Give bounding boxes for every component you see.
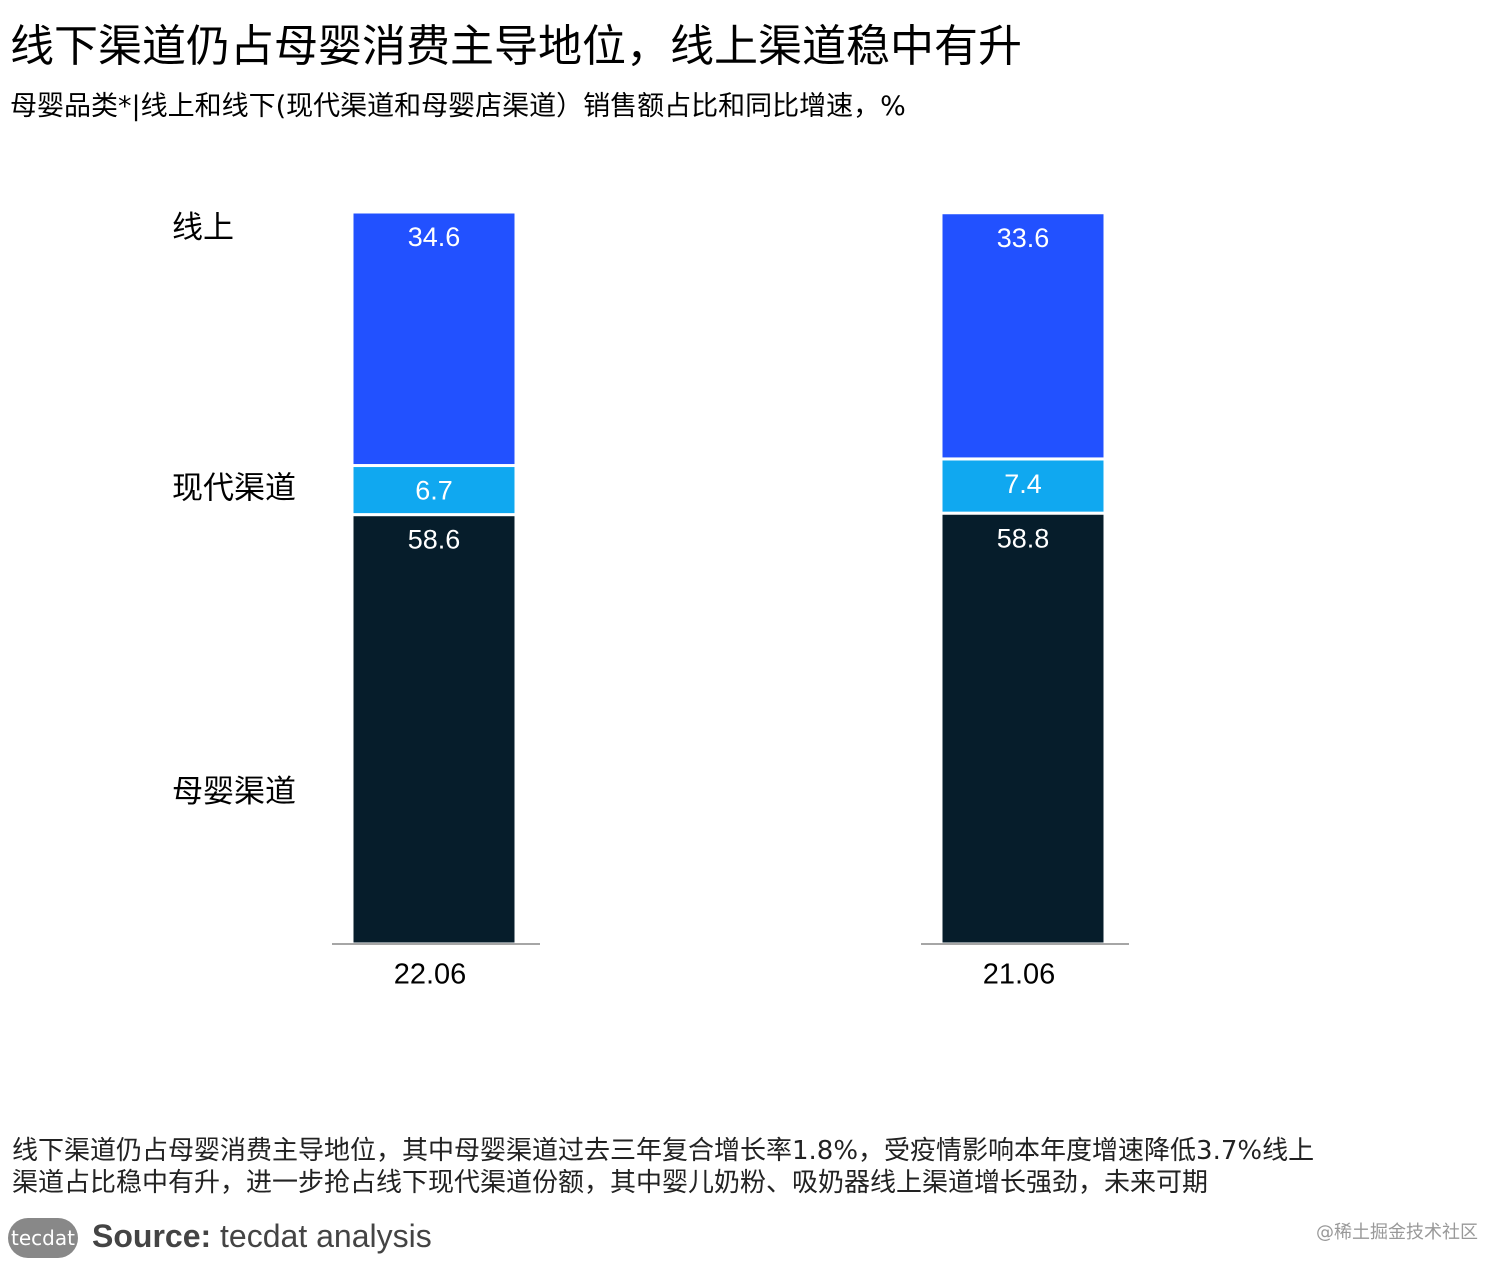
watermark: @稀土掘金技术社区 [1316,1222,1478,1243]
note: 渠道占比稳中有升，进一步抢占线下现代渠道份额，其中婴儿奶粉、吸奶器线上渠道增长强… [12,1168,1209,1198]
source-label: Source: [92,1218,212,1254]
x-tick-label: 22.06 [394,959,467,991]
bar-segment [939,211,1107,461]
chart: 58.6 母婴渠道 6.7 现代渠道 34.6 线上 22.06 58.8 7.4 33.6 21.… [172,210,1129,991]
subtitle: 母婴品类*|线上和线下(现代渠道和母婴店渠道）销售额占比和同比增速，% [10,91,906,122]
legend-label: 线上 [172,210,234,245]
bar-segment [939,457,1107,515]
value-label: 34.6 [408,222,461,252]
note: 线下渠道仍占母婴消费主导地位，其中母婴渠道过去三年复合增长率1.8%，受疫情影响… [12,1136,1315,1166]
value-label: 7.4 [1004,469,1042,499]
x-tick-label: 21.06 [983,959,1056,991]
logo: tecdat [8,1218,78,1258]
legend-label: 现代渠道 [172,470,296,505]
legend-label: 母婴渠道 [172,774,296,809]
value-label: 33.6 [997,223,1050,253]
value-label: 58.6 [408,525,461,555]
value-label: 58.8 [997,523,1050,553]
source-text: tecdat analysis [220,1218,432,1254]
bar-segment [939,511,1107,946]
title: 线下渠道仍占母婴消费主导地位，线上渠道稳中有升 [10,21,1022,72]
value-label: 6.7 [415,476,453,506]
bar-segment [350,513,518,946]
bar-segment [350,210,518,468]
source: Source: tecdat analysis [92,1218,432,1255]
